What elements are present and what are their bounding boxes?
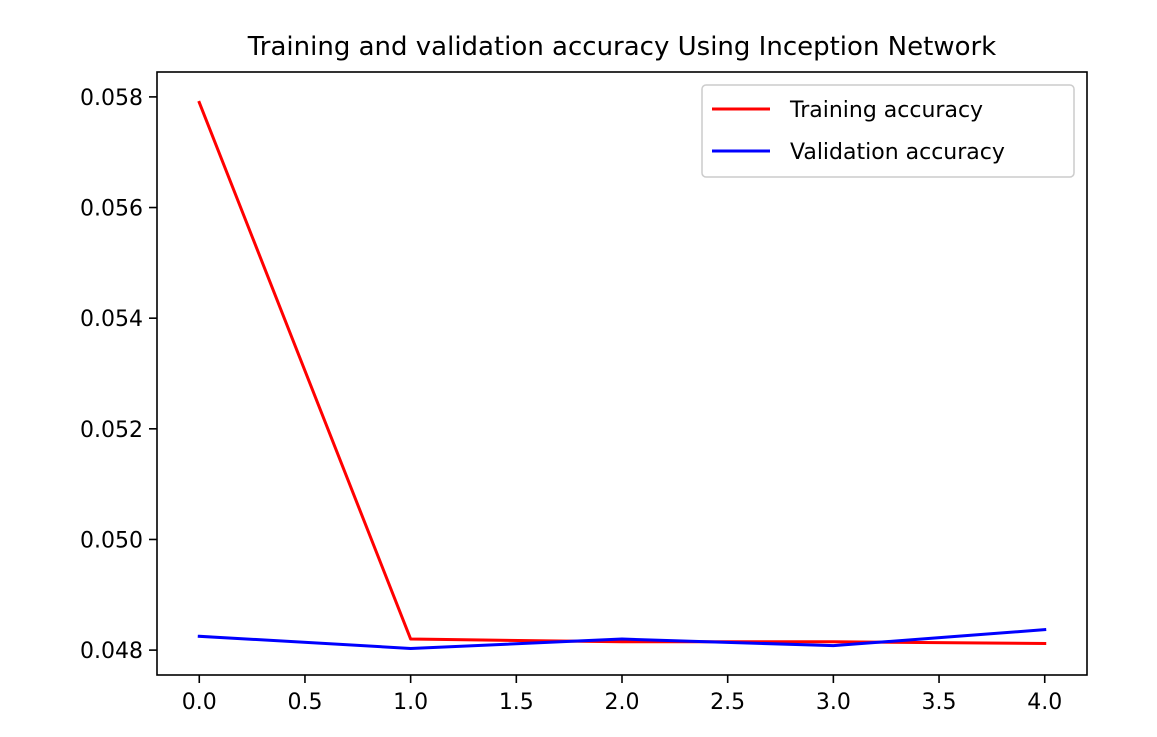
x-tick-label: 0.5 (287, 690, 322, 715)
plot-frame (156, 71, 1088, 676)
y-tick-label: 0.054 (80, 307, 143, 332)
series-layer (197, 100, 1047, 650)
y-tick-label: 0.058 (80, 86, 143, 111)
x-tick-label: 3.5 (922, 690, 957, 715)
y-tick-label: 0.056 (80, 197, 143, 222)
x-tick-label: 1.5 (499, 690, 534, 715)
y-tick-label: 0.048 (80, 639, 143, 664)
legend: Training accuracy Validation accuracy (701, 84, 1075, 178)
y-tick-label: 0.050 (80, 528, 143, 553)
y-axis-ticks: 0.048 0.050 0.052 0.054 0.056 0.058 (80, 86, 157, 664)
x-tick-label: 1.0 (393, 690, 428, 715)
legend-label-0: Training accuracy (789, 98, 983, 123)
x-tick-label: 4.0 (1027, 690, 1062, 715)
series-line-1 (197, 628, 1047, 650)
y-tick-label: 0.052 (80, 418, 143, 443)
x-axis-ticks: 0.0 0.5 1.0 1.5 2.0 2.5 3.0 3.5 4.0 (182, 675, 1062, 715)
legend-label-1: Validation accuracy (790, 140, 1005, 165)
x-tick-label: 3.0 (816, 690, 851, 715)
series-line-0 (197, 100, 1047, 645)
x-tick-label: 0.0 (182, 690, 217, 715)
chart-title: Training and validation accuracy Using I… (247, 32, 997, 62)
x-tick-label: 2.0 (605, 690, 640, 715)
legend-box (701, 84, 1075, 178)
x-tick-label: 2.5 (710, 690, 745, 715)
